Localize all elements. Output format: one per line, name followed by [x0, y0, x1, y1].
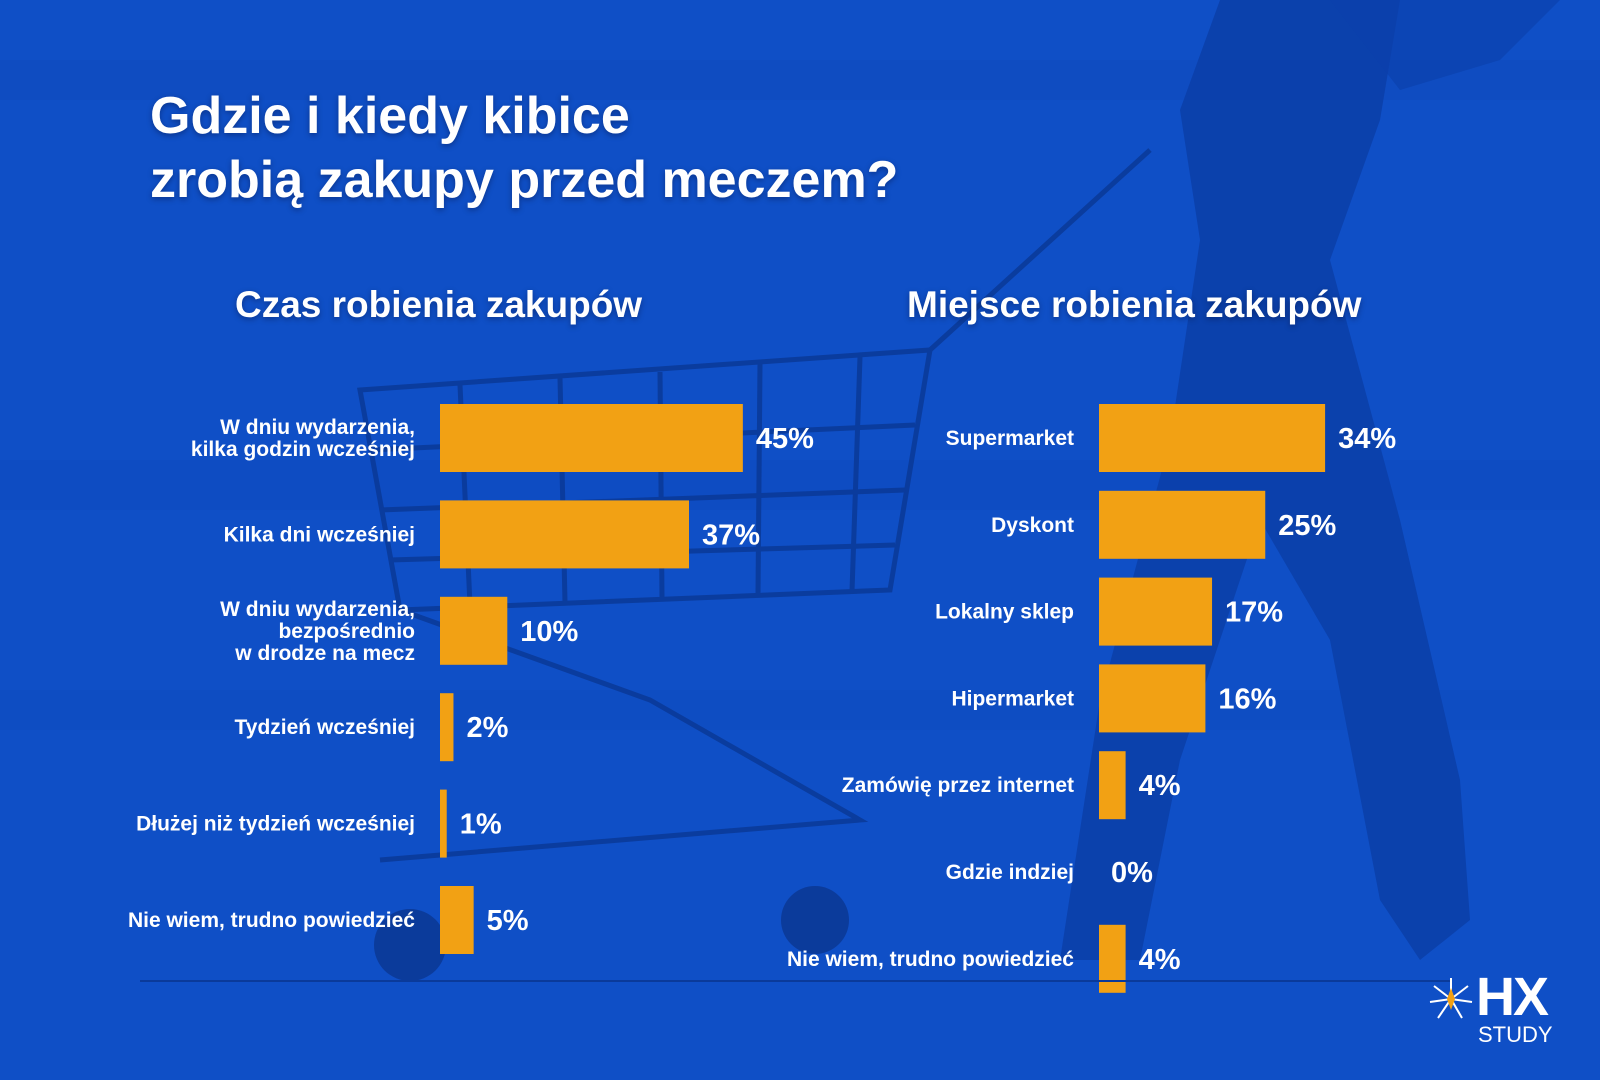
- bar: [1099, 924, 1126, 993]
- category-label: Kilka dni wcześniej: [224, 523, 415, 546]
- category-label-line: W dniu wydarzenia,: [220, 598, 415, 621]
- category-label-line: Supermarket: [946, 427, 1074, 450]
- category-label-line: Nie wiem, trudno powiedzieć: [787, 948, 1074, 971]
- page-title: Gdzie i kiedy kibice zrobią zakupy przed…: [150, 84, 898, 212]
- value-label: 25%: [1278, 510, 1336, 542]
- category-label-line: Kilka dni wcześniej: [224, 523, 415, 546]
- value-label: 0%: [1111, 857, 1153, 889]
- category-label: Hipermarket: [951, 687, 1074, 710]
- category-label: W dniu wydarzenia, kilka godzin wcześniej: [191, 416, 415, 461]
- category-label-line: Tydzień wcześniej: [235, 716, 416, 739]
- bar: [1099, 751, 1126, 820]
- title-line-1: Gdzie i kiedy kibice: [150, 87, 630, 145]
- category-label: Dłużej niż tydzień wcześniej: [136, 813, 415, 836]
- category-label-line: Dyskont: [991, 514, 1074, 537]
- bar: [1099, 404, 1326, 472]
- category-label-line: w drodze na mecz: [234, 642, 415, 665]
- category-label-line: Zamówię przez internet: [842, 774, 1074, 797]
- category-label-line: Lokalny sklep: [935, 601, 1074, 624]
- logo-burst-icon: [1429, 978, 1473, 1019]
- bar: [1099, 490, 1266, 559]
- title-line-2: zrobią zakupy przed meczem?: [150, 151, 899, 209]
- category-label-line: Hipermarket: [951, 687, 1074, 710]
- category-label: W dniu wydarzenia, bezpośrednio w drodze n…: [220, 598, 415, 665]
- category-label: Zamówię przez internet: [842, 774, 1074, 797]
- value-label: 1%: [460, 809, 502, 841]
- value-label: 5%: [487, 905, 529, 937]
- bar: [440, 596, 508, 665]
- category-label: Lokalny sklep: [935, 601, 1074, 624]
- category-label: Gdzie indziej: [946, 861, 1074, 884]
- value-label: 17%: [1225, 597, 1283, 629]
- category-label-line: kilka godzin wcześniej: [191, 438, 415, 461]
- category-label-line: Dłużej niż tydzień wcześniej: [136, 813, 415, 836]
- category-label-line: Nie wiem, trudno powiedzieć: [128, 909, 415, 932]
- bar: [440, 500, 690, 569]
- category-label: Nie wiem, trudno powiedzieć: [787, 948, 1074, 971]
- category-label: Supermarket: [946, 427, 1074, 450]
- logo-study-text: STUDY: [1478, 1022, 1553, 1047]
- bar: [440, 789, 447, 858]
- category-label: Dyskont: [991, 514, 1074, 537]
- bar: [440, 404, 743, 472]
- value-label: 16%: [1218, 683, 1276, 715]
- value-label: 2%: [466, 712, 508, 744]
- category-label: Tydzień wcześniej: [235, 716, 416, 739]
- value-label: 10%: [520, 616, 578, 648]
- bar: [440, 693, 454, 762]
- value-label: 4%: [1139, 770, 1181, 802]
- bar: [440, 886, 474, 954]
- chart-title-place: Miejsce robienia zakupów: [907, 284, 1362, 325]
- value-label: 4%: [1139, 944, 1181, 976]
- category-label-line: Gdzie indziej: [946, 861, 1074, 884]
- category-label-line: bezpośrednio: [278, 620, 415, 643]
- logo-hx-text: HX: [1476, 967, 1549, 1027]
- chart-title-time: Czas robienia zakupów: [235, 284, 643, 325]
- value-label: 37%: [702, 519, 760, 551]
- category-label: Nie wiem, trudno powiedzieć: [128, 909, 415, 932]
- chart-baseline: [140, 980, 1450, 982]
- category-label-line: W dniu wydarzenia,: [220, 416, 415, 439]
- hx-study-logo: HX STUDY: [1428, 967, 1568, 1052]
- bar: [1099, 664, 1206, 733]
- value-label: 34%: [1338, 423, 1396, 455]
- bar: [1099, 577, 1213, 646]
- value-label: 45%: [756, 423, 814, 455]
